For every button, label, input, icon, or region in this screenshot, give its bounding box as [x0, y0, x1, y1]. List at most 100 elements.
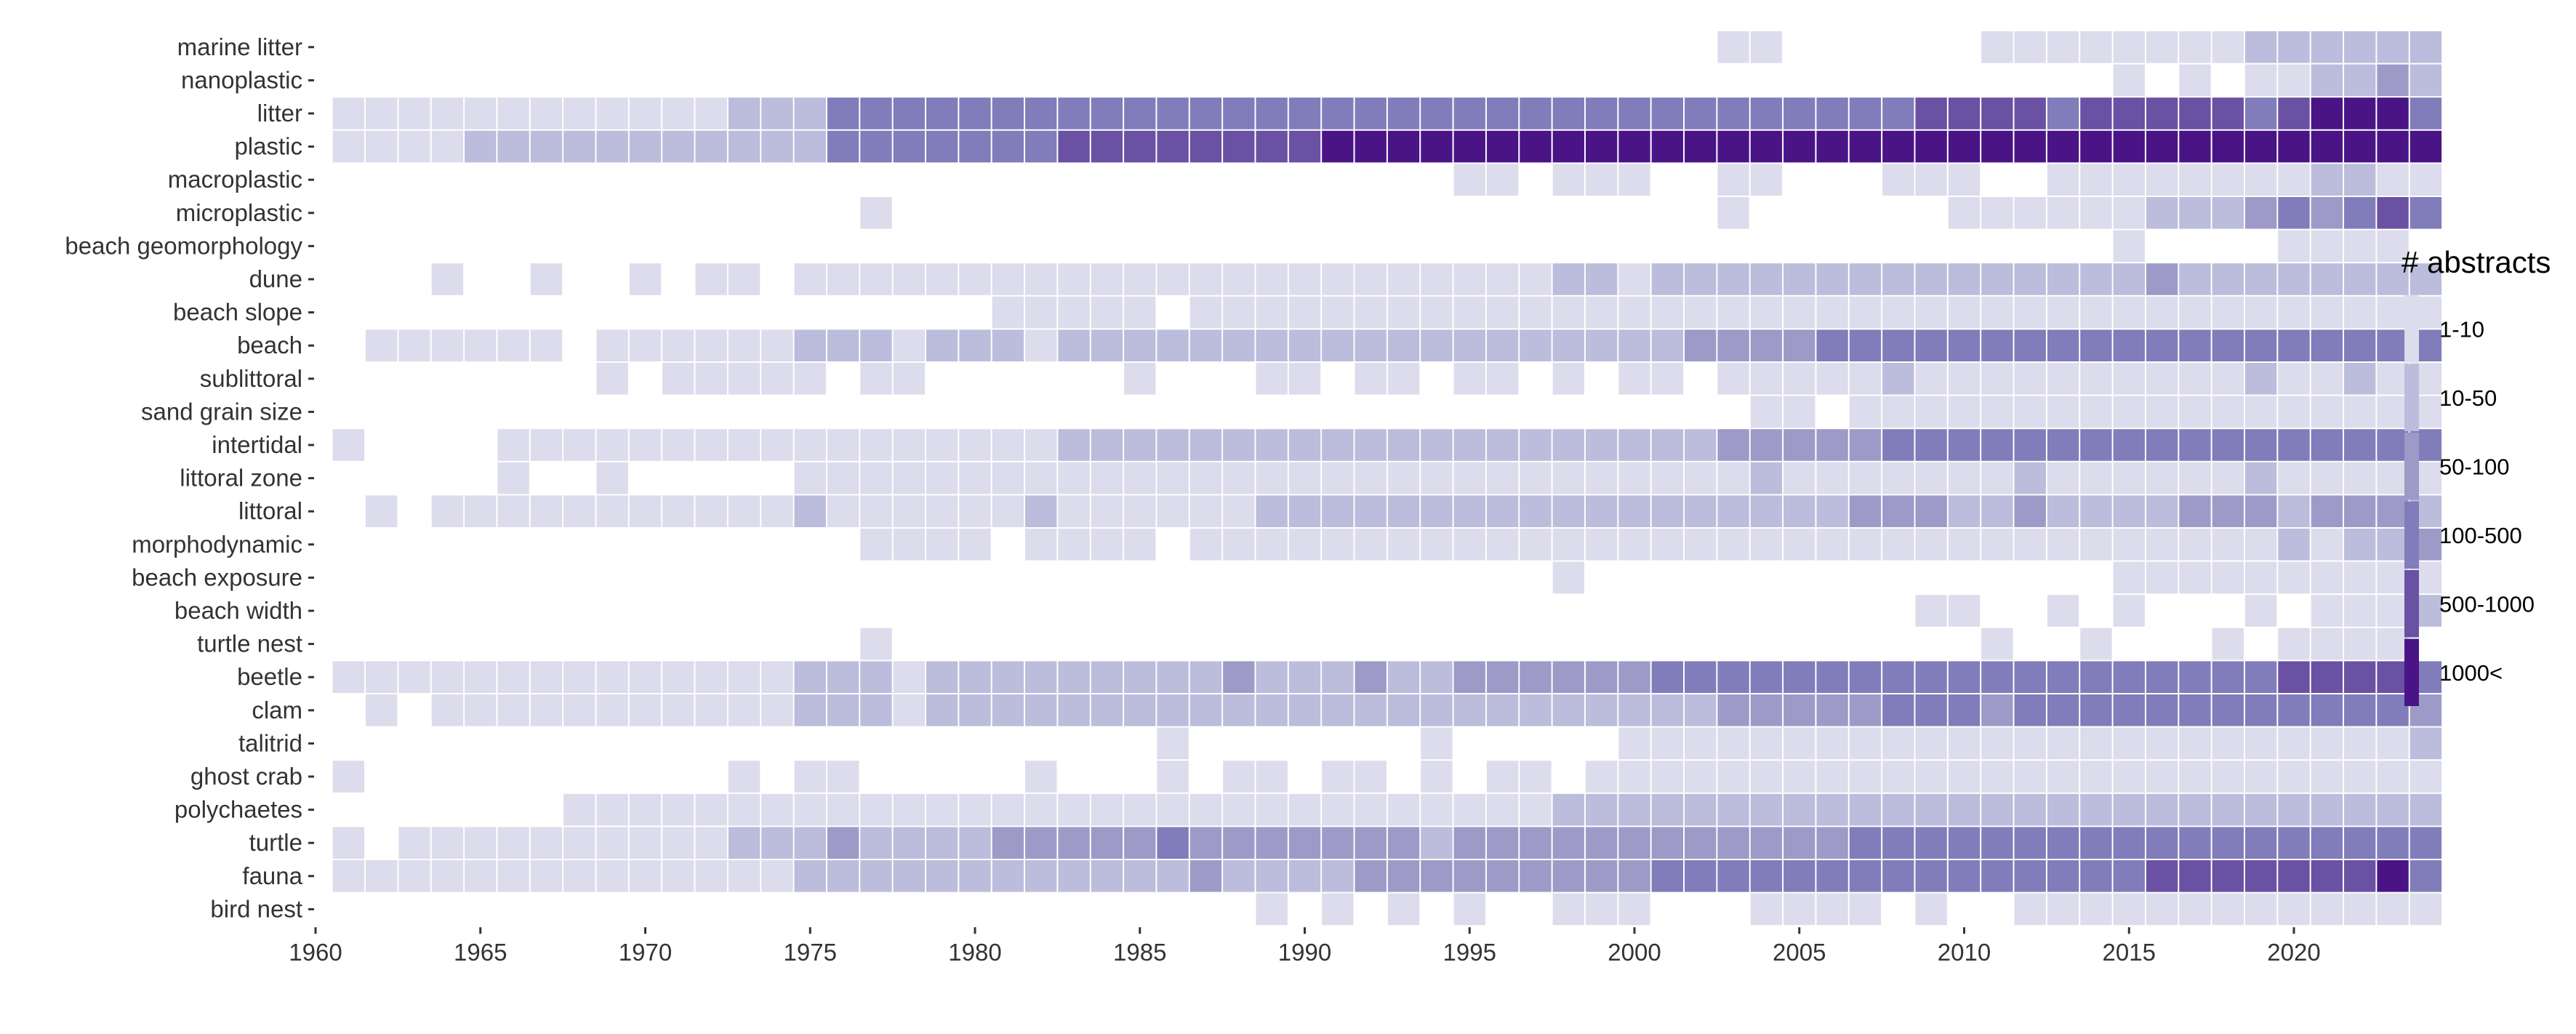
- heatmap-cell-dune-2010: [1948, 263, 1981, 295]
- heatmap-cell-litter-2010: [1948, 97, 1981, 129]
- heatmap-cell-macroplastic-2008: [1882, 164, 1914, 196]
- heatmap-cell-morphodynamic-1977: [860, 529, 892, 561]
- heatmap-cell-talitrid-2019: [2244, 727, 2277, 760]
- heatmap-cell-microplastic-2016: [2146, 197, 2178, 229]
- heatmap-cell-beetle-1987: [1189, 661, 1222, 693]
- heatmap-cell-turtle-1989: [1256, 827, 1288, 859]
- heatmap-cell-turtle-nest-2020: [2278, 628, 2310, 660]
- heatmap-cell-sand-grain-size-2018: [2212, 396, 2244, 428]
- heatmap-cell-beetle-1981: [992, 661, 1024, 693]
- heatmap-cell-talitrid-2021: [2311, 727, 2343, 760]
- heatmap-cell-polychaetes-2019: [2244, 793, 2277, 826]
- heatmap-cell-beetle-2015: [2113, 661, 2145, 693]
- heatmap-cell-litter-1996: [1486, 97, 1519, 129]
- heatmap-cell-litter-2023: [2377, 97, 2409, 129]
- heatmap-cell-macroplastic-2023: [2377, 164, 2409, 196]
- heatmap-cell-clam-1992: [1355, 694, 1387, 726]
- heatmap-cell-fauna-2002: [1685, 860, 1717, 892]
- heatmap-cell-marine-litter-2018: [2212, 31, 2244, 63]
- heatmap-cell-dune-1975: [794, 263, 826, 295]
- heatmap-cell-beach-slope-1998: [1552, 296, 1584, 329]
- heatmap-cell-littoral-1976: [827, 495, 859, 527]
- heatmap-cell-bird-nest-2018: [2212, 893, 2244, 926]
- heatmap-cell-ghost-crab-2015: [2113, 761, 2145, 793]
- heatmap-cell-intertidal-1980: [959, 429, 991, 461]
- heatmap-cell-turtle-1968: [563, 827, 595, 859]
- heatmap-cell-plastic-2002: [1685, 130, 1717, 163]
- heatmap-cell-littoral-zone-2021: [2311, 462, 2343, 494]
- heatmap-cell-plastic-1974: [761, 130, 793, 163]
- heatmap-cell-talitrid-2004: [1750, 727, 1783, 760]
- heatmap-cell-fauna-1967: [530, 860, 563, 892]
- heatmap-cell-turtle-1995: [1453, 827, 1485, 859]
- heatmap-cell-beetle-2002: [1685, 661, 1717, 693]
- heatmap-cell-turtle-1984: [1091, 827, 1123, 859]
- heatmap-cell-dune-2009: [1915, 263, 1947, 295]
- heatmap-cell-plastic-1977: [860, 130, 892, 163]
- legend-label-1-10: 1-10: [2439, 316, 2484, 342]
- heatmap-cell-littoral-2016: [2146, 495, 2178, 527]
- heatmap-cell-littoral-zone-1990: [1288, 462, 1321, 494]
- heatmap-cell-intertidal-1994: [1421, 429, 1453, 461]
- heatmap-cell-turtle-1973: [728, 827, 761, 859]
- heatmap-cell-dune-2011: [1981, 263, 2013, 295]
- heatmap-cell-beetle-2007: [1849, 661, 1882, 693]
- heatmap-cell-ghost-crab-2017: [2179, 761, 2211, 793]
- heatmap-cell-plastic-1998: [1552, 130, 1584, 163]
- heatmap-cell-beach-1973: [728, 329, 761, 361]
- heatmap-cell-litter-2015: [2113, 97, 2145, 129]
- heatmap-cell-morphodynamic-2015: [2113, 529, 2145, 561]
- heatmap-cell-littoral-1966: [497, 495, 529, 527]
- heatmap-cell-turtle-1992: [1355, 827, 1387, 859]
- heatmap-cell-litter-1986: [1157, 97, 1189, 129]
- y-tick-label-littoral-zone: littoral zone: [180, 465, 302, 492]
- heatmap-cell-dune-1985: [1124, 263, 1156, 295]
- heatmap-cell-littoral-2005: [1783, 495, 1815, 527]
- heatmap-cell-polychaetes-2022: [2344, 793, 2376, 826]
- heatmap-cell-turtle-2023: [2377, 827, 2409, 859]
- heatmap-cell-morphodynamic-1995: [1453, 529, 1485, 561]
- heatmap-cell-turtle-1983: [1058, 827, 1090, 859]
- heatmap-cell-fauna-1994: [1421, 860, 1453, 892]
- heatmap-cell-litter-1973: [728, 97, 761, 129]
- heatmap-cell-beach-slope-2011: [1981, 296, 2013, 329]
- heatmap-cell-littoral-1997: [1520, 495, 1552, 527]
- heatmap-cell-littoral-zone-2011: [1981, 462, 2013, 494]
- heatmap-cell-clam-2007: [1849, 694, 1882, 726]
- heatmap-cell-littoral-1998: [1552, 495, 1584, 527]
- heatmap-cell-fauna-1998: [1552, 860, 1584, 892]
- heatmap-cell-macroplastic-2014: [2080, 164, 2112, 196]
- heatmap-cell-morphodynamic-1982: [1025, 529, 1057, 561]
- heatmap-cell-turtle-2007: [1849, 827, 1882, 859]
- heatmap-cell-beetle-1999: [1585, 661, 1618, 693]
- heatmap-cell-sublittoral-2020: [2278, 363, 2310, 395]
- heatmap-cell-beach-slope-2017: [2179, 296, 2211, 329]
- heatmap-cell-polychaetes-1981: [992, 793, 1024, 826]
- heatmap-cell-intertidal-2019: [2244, 429, 2277, 461]
- y-tick-label-dune: dune: [249, 265, 302, 292]
- heatmap-cell-beach-1989: [1256, 329, 1288, 361]
- heatmap-cell-intertidal-2015: [2113, 429, 2145, 461]
- heatmap-cell-beetle-2005: [1783, 661, 1815, 693]
- heatmap-cell-fauna-1978: [893, 860, 925, 892]
- y-tick-label-sublittoral: sublittoral: [200, 365, 302, 392]
- heatmap-cell-turtle-2002: [1685, 827, 1717, 859]
- heatmap-cell-morphodynamic-1993: [1387, 529, 1420, 561]
- heatmap-cell-dune-1983: [1058, 263, 1090, 295]
- heatmap-cell-polychaetes-1996: [1486, 793, 1519, 826]
- heatmap-cell-sand-grain-size-2010: [1948, 396, 1981, 428]
- heatmap-cell-dune-1979: [926, 263, 958, 295]
- heatmap-cell-clam-2011: [1981, 694, 2013, 726]
- heatmap-cell-turtle-2020: [2278, 827, 2310, 859]
- heatmap-cell-intertidal-2018: [2212, 429, 2244, 461]
- heatmap-cell-intertidal-2021: [2311, 429, 2343, 461]
- heatmap-cell-plastic-1997: [1520, 130, 1552, 163]
- heatmap-cell-littoral-1989: [1256, 495, 1288, 527]
- heatmap-cell-macroplastic-2000: [1618, 164, 1650, 196]
- heatmap-cell-intertidal-1999: [1585, 429, 1618, 461]
- heatmap-cell-bird-nest-1998: [1552, 893, 1584, 926]
- heatmap-cell-litter-1995: [1453, 97, 1485, 129]
- heatmap-cell-turtle-2022: [2344, 827, 2376, 859]
- heatmap-cell-plastic-1968: [563, 130, 595, 163]
- heatmap-cell-morphodynamic-2005: [1783, 529, 1815, 561]
